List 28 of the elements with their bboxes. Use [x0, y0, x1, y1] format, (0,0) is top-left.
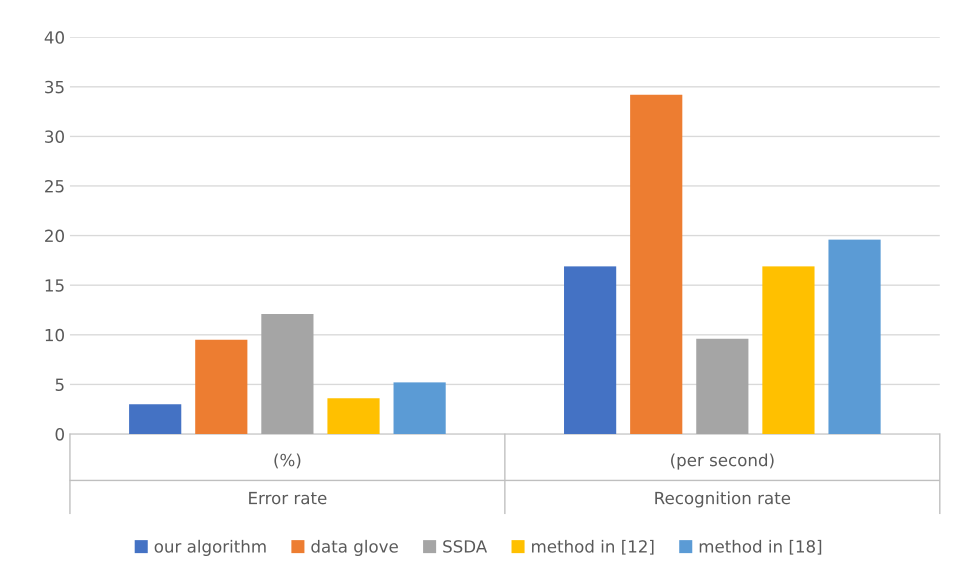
legend-label: data glove: [311, 540, 398, 556]
y-tick-label: 0: [56, 428, 64, 441]
text: Recognition rate: [655, 491, 790, 508]
x-tick-label: (per second): [671, 453, 774, 470]
x-tick-label: (%): [274, 453, 300, 468]
bar: [394, 382, 446, 434]
y-tick-label: 30: [45, 130, 64, 143]
y-tick-label: 15: [46, 279, 64, 292]
bar: [327, 398, 380, 434]
legend-label: SSDA: [443, 540, 488, 553]
legend-label: method in [12]: [532, 540, 654, 555]
legend-label: method in [18]: [700, 540, 822, 555]
y-tick-label: 35: [45, 80, 64, 94]
y-tick-label: 25: [45, 180, 64, 193]
y-tick-label: 10: [46, 328, 64, 342]
bar: [762, 266, 815, 434]
bar: [129, 404, 182, 434]
text: Error rate: [249, 492, 326, 504]
y-tick-label: 40: [44, 31, 64, 44]
y-tick-label: 20: [45, 230, 64, 242]
bar: [564, 266, 616, 434]
bar: [195, 340, 248, 434]
bar: [261, 314, 314, 434]
bar: [696, 338, 748, 434]
bar: [828, 240, 881, 434]
y-tick-label: 5: [56, 378, 64, 391]
legend-label: our algorithm: [154, 540, 266, 556]
bar: [630, 94, 682, 434]
